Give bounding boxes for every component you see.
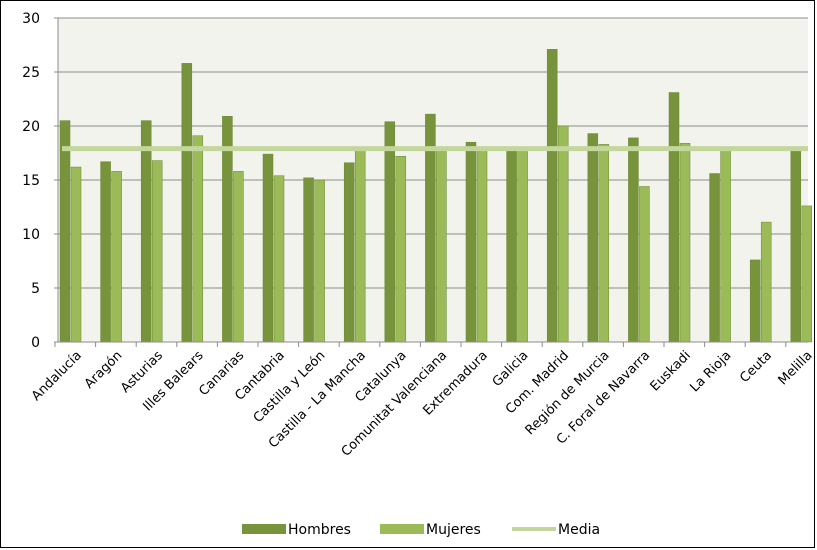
bar-mujeres [760,221,772,343]
bar-hombres [587,133,599,343]
bar-hombres [628,137,639,343]
bar-hombres [343,162,355,343]
legend-label: Media [558,522,600,538]
bar-hombres [709,173,720,343]
bar-mujeres [557,125,569,343]
bar-mujeres [273,175,285,343]
bar-hombres [262,153,274,343]
bar-mujeres [233,171,244,343]
legend-label: Mujeres [426,522,481,538]
bars [59,49,813,343]
legend-label: Hombres [288,522,351,538]
legend: Hombres Mujeres Media [242,522,600,538]
bar-mujeres [314,179,325,343]
x-tick-label: Castilla y León [251,348,329,426]
x-tick-label: Ceuta [737,348,775,386]
bar-mujeres [192,135,204,343]
y-tick-labels: 0 5 10 15 20 25 30 [22,11,40,351]
legend-swatch [380,524,424,534]
bar-mujeres [354,147,366,343]
bar-hombres [506,147,517,343]
bar-mujeres [639,186,650,343]
bar-hombres [546,49,558,343]
bar-hombres [749,259,761,343]
bar-mujeres [679,143,691,343]
bar-mujeres [151,160,163,343]
x-tick-label: Euskadi [648,348,694,394]
x-tick-label: La Rioja [687,348,734,395]
y-tick-label: 20 [22,119,40,135]
x-tick-label: Melilla [776,348,816,388]
x-tick-label: Andalucía [29,348,85,404]
bar-hombres [59,120,71,343]
bar-mujeres [720,147,731,343]
legend-swatch [242,524,286,534]
bar-hombres [465,141,477,343]
bar-hombres [140,120,152,343]
bar-mujeres [436,147,447,343]
bar-hombres [384,121,396,343]
y-tick-label: 25 [22,65,40,81]
bar-mujeres [476,147,488,343]
y-tick-label: 10 [22,227,40,243]
bar-hombres [100,161,111,343]
y-tick-label: 0 [31,335,40,351]
bar-mujeres [395,155,407,343]
bar-mujeres [111,171,122,343]
y-tick-label: 30 [22,11,40,27]
y-tick-label: 5 [31,281,40,297]
bar-mujeres [598,144,610,343]
y-tick-label: 15 [22,173,40,189]
bar-hombres [668,92,680,343]
bar-hombres [303,177,314,343]
bar-mujeres [70,166,82,343]
bar-mujeres [801,205,813,343]
bar-mujeres [517,147,528,343]
bar-hombres [790,147,802,343]
bar-hombres [181,63,193,343]
